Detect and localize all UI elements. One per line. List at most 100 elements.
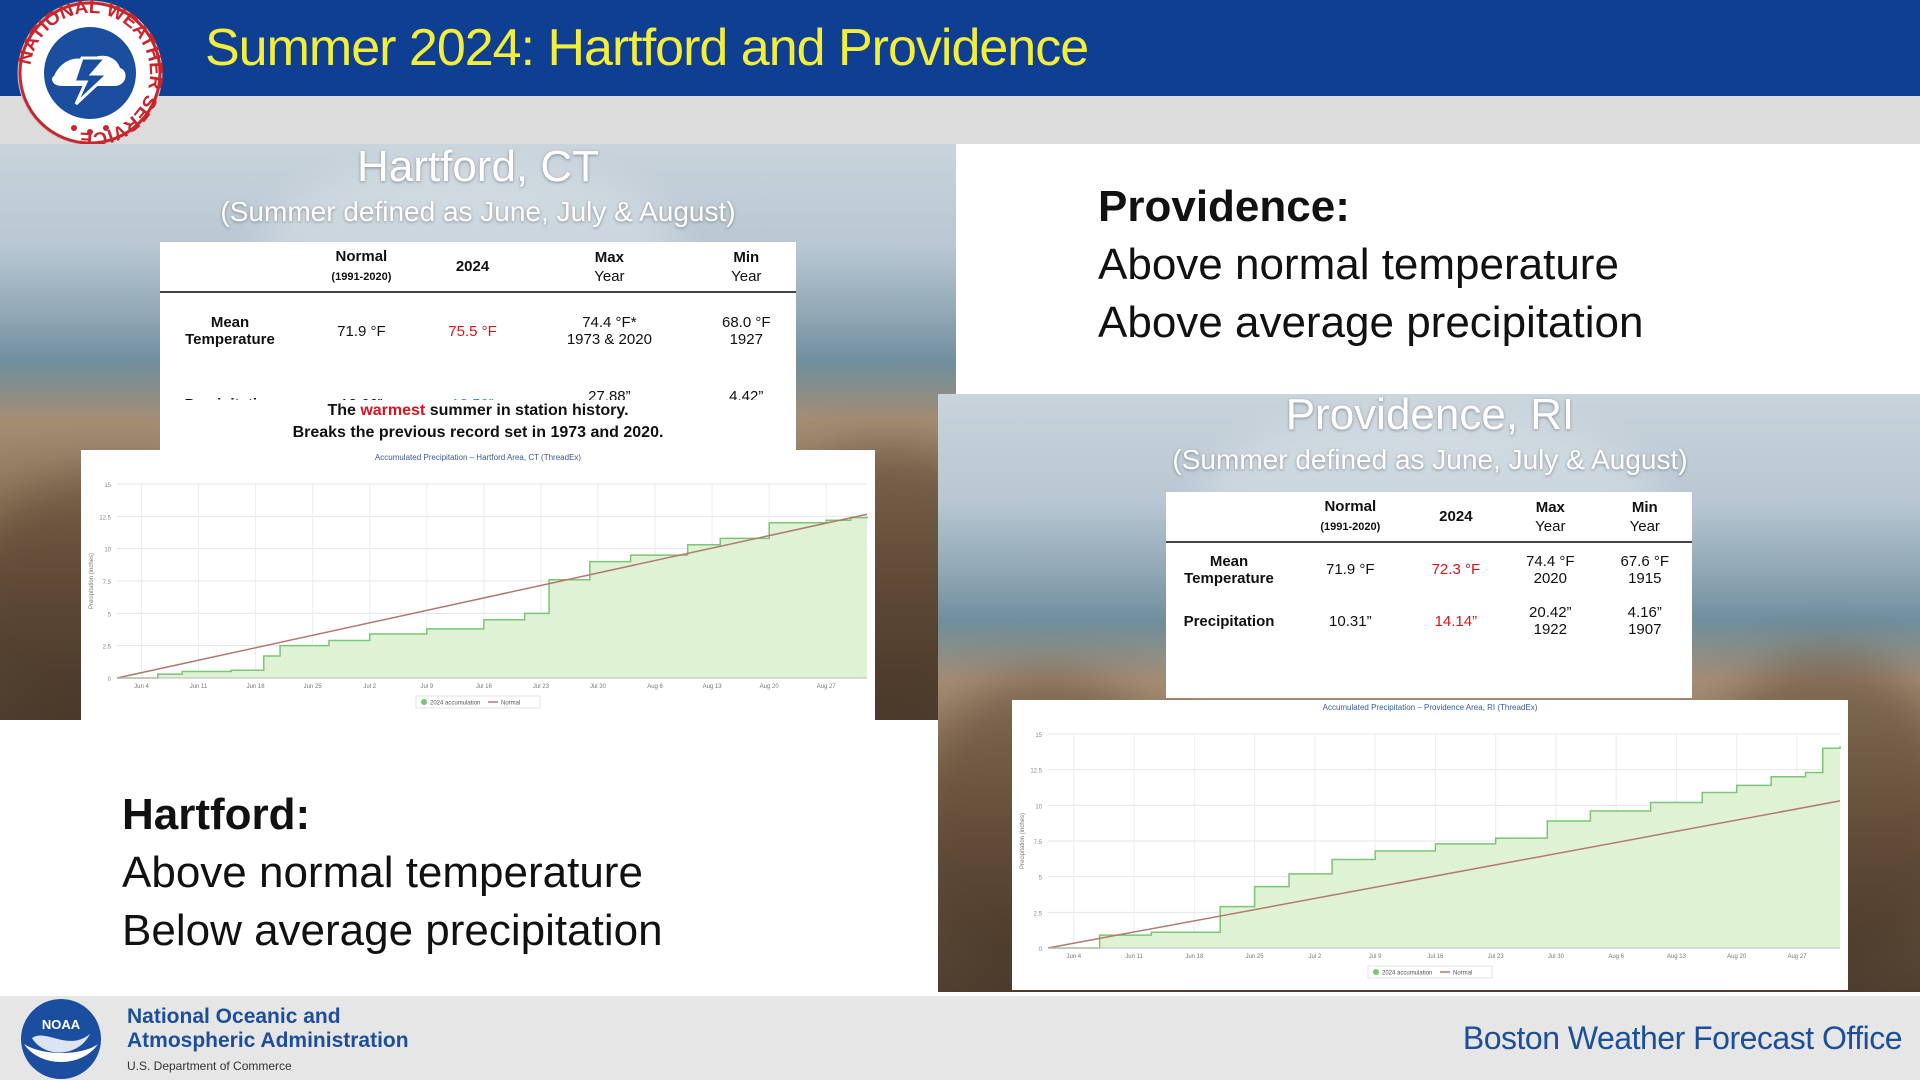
x-tick-label: Aug 6 (1608, 954, 1624, 960)
legend-marker-2024 (421, 699, 427, 705)
x-tick-label: Jul 16 (476, 684, 493, 690)
providence-stats-table: Normal (1991-2020) 2024 Max Year Min Year M… (1166, 492, 1692, 698)
noaa-department: U.S. Department of Commerce (127, 1059, 292, 1073)
y-tick-label: 2.5 (103, 645, 112, 651)
x-tick-label: Jul 9 (420, 684, 433, 690)
x-tick-label: Jun 11 (190, 684, 208, 690)
x-tick-label: Jul 23 (533, 684, 550, 690)
cell-max: 74.4 °F 2020 (1526, 552, 1575, 587)
cell-2024: 75.5 °F (448, 322, 497, 340)
providence-city-name: Providence, RI (1285, 390, 1575, 439)
svg-text:NOAA: NOAA (42, 1017, 81, 1032)
providence-precip-chart: Accumulated Precipitation – Providence A… (1012, 700, 1848, 990)
hartford-record-note: The warmest summer in station history. B… (160, 400, 796, 450)
hartford-summer-definition: (Summer defined as June, July & August) (220, 196, 736, 227)
y-tick-label: 15 (1035, 733, 1042, 739)
noaa-name: National Oceanic and Atmospheric Adminis… (127, 1005, 409, 1053)
chart-title: Accumulated Precipitation – Providence A… (1323, 703, 1538, 712)
legend-marker-2024 (1373, 969, 1379, 975)
x-tick-label: Jun 25 (304, 684, 323, 690)
table-header-min: Min Year (731, 248, 762, 285)
cell-normal: 71.9 °F (337, 322, 386, 340)
legend-label-2024: 2024 accumulation (1382, 971, 1432, 977)
x-tick-label: Jul 30 (590, 684, 607, 690)
x-tick-label: Jun 18 (247, 684, 266, 690)
cell-max: 74.4 °F* 1973 & 2020 (566, 314, 652, 349)
legend-label-2024: 2024 accumulation (430, 701, 480, 707)
y-tick-label: 5 (108, 612, 112, 618)
cell-normal: 71.9 °F (1326, 561, 1375, 578)
x-tick-label: Jul 2 (363, 684, 376, 690)
row-label-temperature: Mean Temperature (185, 314, 275, 349)
table-header-blank (1166, 492, 1292, 542)
cell-normal: 10.31” (1329, 612, 1372, 630)
x-tick-label: Jun 11 (1125, 954, 1143, 960)
providence-summary-temp: Above normal temperature (1098, 240, 1619, 289)
table-header-blank (160, 242, 300, 292)
series-line-2024 (117, 516, 868, 679)
cell-2024: 14.14” (1434, 612, 1478, 630)
y-tick-label: 12.5 (99, 515, 111, 521)
x-tick-label: Jul 30 (1548, 954, 1565, 960)
x-tick-label: Aug 6 (647, 684, 663, 690)
noaa-logo: NOAA (21, 999, 101, 1079)
x-tick-label: Jul 23 (1488, 954, 1505, 960)
table-header-row: Normal (1991-2020) 2024 Max Year Min Year (160, 242, 796, 292)
y-tick-label: 15 (104, 483, 111, 489)
legend-label-normal: Normal (501, 701, 520, 707)
legend-box (1367, 965, 1493, 979)
table-header-max: Max Year (594, 248, 625, 285)
cell-max: 20.42” 1922 (1529, 604, 1572, 638)
providence-summary: Providence: Above normal temperature Abo… (1098, 178, 1643, 352)
y-axis-label: Precipitation (inches) (1020, 813, 1026, 869)
x-tick-label: Aug 13 (1667, 954, 1687, 960)
series-area-2024 (1048, 746, 1840, 948)
nws-logo: NATIONAL WEATHER SERVICE (15, 0, 167, 146)
y-tick-label: 10 (104, 548, 111, 554)
series-area-2024 (117, 516, 867, 678)
y-tick-label: 5 (1039, 876, 1043, 882)
table-header-2024: 2024 (1439, 508, 1473, 525)
x-tick-label: Jun 4 (134, 684, 149, 690)
x-tick-label: Aug 20 (760, 684, 780, 690)
office-name: Boston Weather Forecast Office (1462, 1020, 1903, 1056)
cell-min: 4.16” 1907 (1627, 604, 1662, 638)
legend-box (415, 695, 541, 709)
warmest-highlight: warmest (360, 402, 426, 419)
header-subbar (0, 96, 1920, 144)
cell-min: 68.0 °F 1927 (722, 314, 771, 349)
providence-summary-head: Providence: (1098, 182, 1350, 231)
row-label-temperature: Mean Temperature (1184, 552, 1274, 587)
table-row: Mean Temperature 71.9 °F 75.5 °F 74.4 °F*… (160, 292, 796, 369)
y-tick-label: 10 (1035, 804, 1042, 810)
x-tick-label: Aug 13 (703, 684, 723, 690)
hartford-summary-head: Hartford: (122, 790, 311, 839)
x-tick-label: Jul 9 (1369, 954, 1382, 960)
chart-title: Accumulated Precipitation – Hartford Are… (375, 453, 582, 462)
table-header-max: Max Year (1535, 498, 1566, 535)
y-tick-label: 0 (1039, 947, 1043, 953)
providence-summary-precip: Above average precipitation (1098, 298, 1644, 347)
table-header-normal: Normal (1991-2020) (1320, 497, 1381, 533)
cell-min: 67.6 °F 1915 (1620, 552, 1670, 587)
hartford-summary-precip: Below average precipitation (122, 906, 663, 955)
hartford-heading: Hartford, CT (Summer defined as June, Ju… (140, 142, 816, 228)
hartford-precip-chart: Accumulated Precipitation – Hartford Are… (81, 450, 875, 720)
x-tick-label: Jun 18 (1185, 954, 1204, 960)
y-tick-label: 2.5 (1034, 911, 1043, 917)
row-label-precipitation: Precipitation (1183, 612, 1275, 630)
x-tick-label: Jun 4 (1066, 954, 1081, 960)
providence-heading: Providence, RI (Summer defined as June, … (1090, 390, 1770, 476)
series-line-2024 (1048, 746, 1841, 949)
series-line-normal (1047, 800, 1841, 949)
y-tick-label: 12.5 (1030, 769, 1042, 775)
noaa-name-line2: Atmospheric Administration (127, 1029, 409, 1052)
table-header-row: Normal (1991-2020) 2024 Max Year Min Year (1166, 492, 1692, 542)
x-tick-label: Jul 2 (1309, 954, 1322, 960)
y-tick-label: 7.5 (1034, 840, 1043, 846)
providence-summer-definition: (Summer defined as June, July & August) (1172, 444, 1688, 475)
x-tick-label: Jul 16 (1427, 954, 1444, 960)
x-tick-label: Jun 25 (1246, 954, 1265, 960)
table-row: Precipitation 10.31” 14.14” 20.42” 1922 4… (1166, 596, 1692, 646)
hartford-city-name: Hartford, CT (356, 142, 600, 191)
